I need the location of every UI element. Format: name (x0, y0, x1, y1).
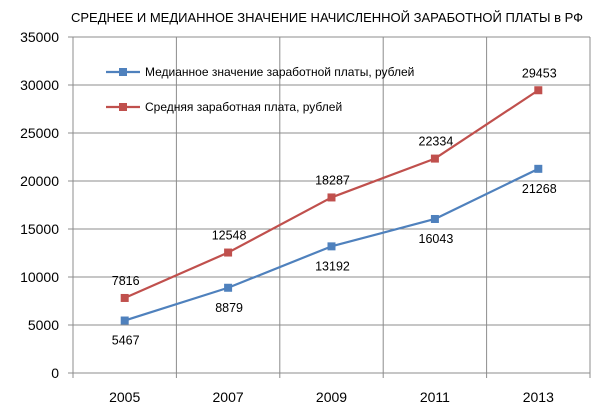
data-point (534, 164, 543, 173)
data-label: 18287 (315, 173, 350, 187)
data-label: 16043 (419, 232, 454, 246)
x-tick-label: 2005 (109, 389, 140, 405)
data-label: 7816 (112, 274, 140, 288)
legend-label: Медианное значение заработной платы, руб… (145, 65, 414, 79)
data-label: 5467 (112, 334, 140, 348)
legend-swatch-marker (119, 68, 127, 76)
chart-title: СРЕДНЕЕ И МЕДИАННОЕ ЗНАЧЕНИЕ НАЧИСЛЕННОЙ… (71, 10, 583, 25)
data-point (120, 316, 129, 325)
y-tick-label: 25000 (20, 125, 59, 141)
data-label: 29453 (522, 66, 557, 80)
x-tick-label: 2011 (420, 389, 450, 405)
legend: Медианное значение заработной платы, руб… (106, 65, 414, 114)
data-point (534, 86, 543, 95)
axes: 0 5000 10000 15000 20000 25000 30000 35000 2005 2… (20, 29, 591, 405)
legend-label: Средняя заработная плата, рублей (145, 100, 342, 114)
data-point (120, 293, 129, 302)
y-tick-label: 20000 (20, 173, 59, 189)
data-label: 21268 (522, 182, 557, 196)
x-tick-label: 2009 (316, 389, 347, 405)
y-tick-label: 0 (51, 365, 59, 381)
data-point (224, 283, 233, 292)
y-tick-label: 15000 (20, 221, 59, 237)
y-tick-label: 10000 (20, 269, 59, 285)
grid-lines (73, 36, 591, 373)
data-label: 13192 (315, 259, 350, 273)
data-point (224, 248, 233, 257)
series-layer (120, 86, 543, 325)
data-label: 8879 (215, 301, 243, 315)
data-label: 12548 (212, 229, 247, 243)
legend-swatch-marker (119, 103, 127, 111)
data-point (430, 214, 439, 223)
data-point (430, 154, 439, 163)
data-point (327, 193, 336, 202)
y-tick-label: 35000 (20, 29, 59, 45)
x-tick-label: 2013 (523, 389, 554, 405)
x-tick-label: 2007 (213, 389, 244, 405)
data-label: 22334 (419, 135, 454, 149)
y-tick-label: 5000 (28, 317, 59, 333)
data-labels: 5467 8879 13192 16043 21268 7816 12548 18287 223… (112, 66, 557, 347)
data-point (327, 242, 336, 251)
y-tick-label: 30000 (20, 77, 59, 93)
